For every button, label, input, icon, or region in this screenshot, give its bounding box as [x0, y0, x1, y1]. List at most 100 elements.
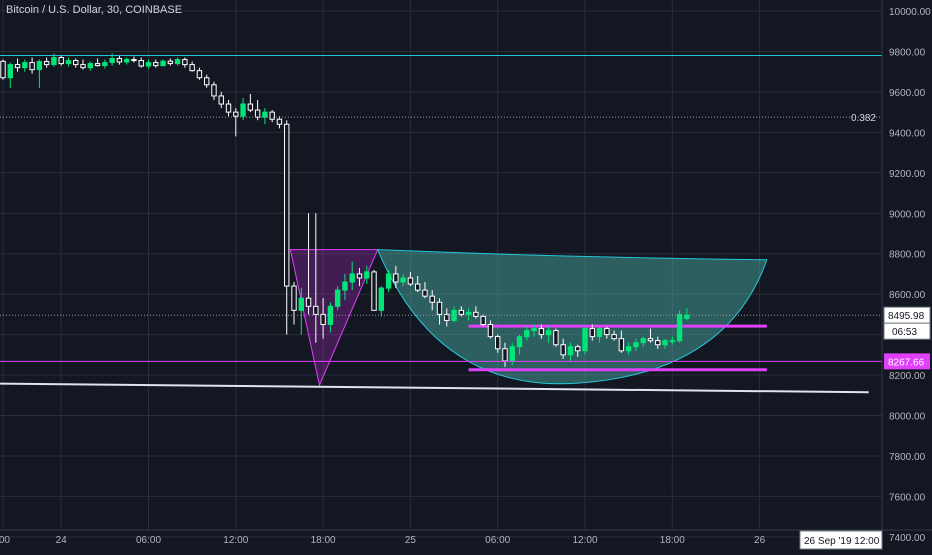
candle-body [647, 338, 654, 342]
countdown-tag [883, 322, 931, 340]
candle-body [502, 348, 508, 362]
x-tick-label: 12:00 [572, 535, 597, 546]
candle-body [116, 58, 123, 63]
candle-body [7, 64, 13, 79]
y-tick-label: 9600.00 [889, 88, 926, 99]
price-axis[interactable]: 10000.00 9800.00 9600.00 9400.00 9200.00 9000… [881, 0, 931, 550]
candle-body [400, 277, 406, 283]
candle-body [174, 59, 181, 65]
trendline [0, 382, 869, 394]
candle-body [94, 63, 101, 67]
candle-body [313, 305, 319, 315]
price-lines: 0.382 [0, 54, 882, 362]
candle-body [109, 58, 115, 64]
candle-body [73, 60, 79, 66]
x-tick-label: 12:00 [223, 535, 248, 546]
candle-body [509, 346, 515, 362]
candle-body [196, 70, 203, 79]
candle-body [684, 314, 690, 319]
candle-body [465, 311, 472, 315]
y-tick-label: 7400.00 [889, 533, 926, 544]
x-tick-label: 06:00 [485, 535, 510, 546]
candle-body [291, 285, 297, 311]
candle-body [254, 109, 261, 118]
gridlines [0, 0, 882, 538]
candle-body [320, 313, 326, 325]
candle-body [676, 313, 683, 342]
candle-body [393, 273, 399, 283]
candle-body [131, 59, 137, 62]
candle-body [371, 271, 377, 311]
triangle-pattern [289, 249, 379, 387]
candle-body [160, 60, 166, 67]
candle-body [284, 123, 290, 287]
candle-body [211, 84, 217, 97]
countdown-label: 06:53 [892, 327, 917, 338]
candle-body [29, 62, 35, 71]
candle-body [349, 273, 355, 283]
last-price-label: 8495.98 [888, 311, 925, 322]
candle-body [422, 289, 428, 297]
candle-body [553, 330, 559, 346]
cup-pattern [376, 249, 768, 385]
x-tick-label: 24 [56, 535, 68, 546]
candle-body [65, 60, 72, 65]
y-tick-label: 8200.00 [889, 371, 926, 382]
candles [0, 53, 690, 367]
candle-body [451, 309, 457, 321]
y-tick-label: 9800.00 [889, 47, 926, 58]
y-tick-label: 7600.00 [889, 492, 926, 503]
candle-body [51, 57, 57, 66]
candle-body [604, 328, 610, 336]
candle-body [414, 283, 421, 291]
candle-body [611, 334, 617, 340]
candle-body [436, 301, 443, 315]
candle-body [14, 64, 21, 69]
candle-body [480, 315, 486, 325]
candle-body [495, 336, 501, 350]
level-price-label: 8267.66 [888, 357, 925, 368]
candle-body [305, 297, 312, 307]
x-tick-label: :00 [0, 535, 10, 546]
candle-body [204, 77, 210, 86]
candle-body [138, 60, 144, 67]
candle-body [589, 328, 595, 338]
candle-body [385, 273, 392, 289]
y-tick-label: 9200.00 [889, 169, 926, 180]
candle-body [233, 111, 239, 117]
candle-body [378, 287, 385, 311]
time-crosshair-tag [799, 530, 883, 550]
candle-body [364, 271, 370, 279]
candle-body [189, 64, 195, 72]
candle-body [145, 62, 152, 67]
candle-body [334, 289, 341, 307]
x-tick-label: 25 [405, 535, 417, 546]
time-crosshair-label: 26 Sep '19 12:00 [804, 536, 880, 547]
drawings [0, 249, 869, 394]
candle-body [655, 340, 661, 346]
candle-body [87, 63, 93, 69]
candle-body [669, 340, 675, 343]
candle-body [298, 297, 304, 311]
candle-body [662, 340, 668, 346]
candle-body [36, 61, 43, 71]
candle-body [487, 323, 494, 338]
time-axis[interactable]: :00 24 06:00 12:00 18:00 25 06:00 12:00 18:00 26 2… [0, 529, 932, 550]
level-price-tag [884, 353, 930, 370]
symbol-title: Bitcoin / U.S. Dollar, 30, COINBASE [6, 4, 183, 16]
candle-body [167, 60, 174, 65]
x-tick-label: 18:00 [311, 535, 336, 546]
candle-body [43, 61, 50, 66]
candle-body [269, 111, 275, 120]
candle-body [182, 59, 188, 66]
y-tick-label: 9000.00 [889, 209, 926, 220]
candle-body [560, 344, 566, 356]
candle-body [342, 281, 348, 291]
candle-body [225, 103, 232, 113]
y-tick-label: 8000.00 [889, 412, 926, 423]
candle-body [276, 118, 283, 125]
candle-body [567, 346, 574, 356]
candle-body [247, 103, 254, 111]
